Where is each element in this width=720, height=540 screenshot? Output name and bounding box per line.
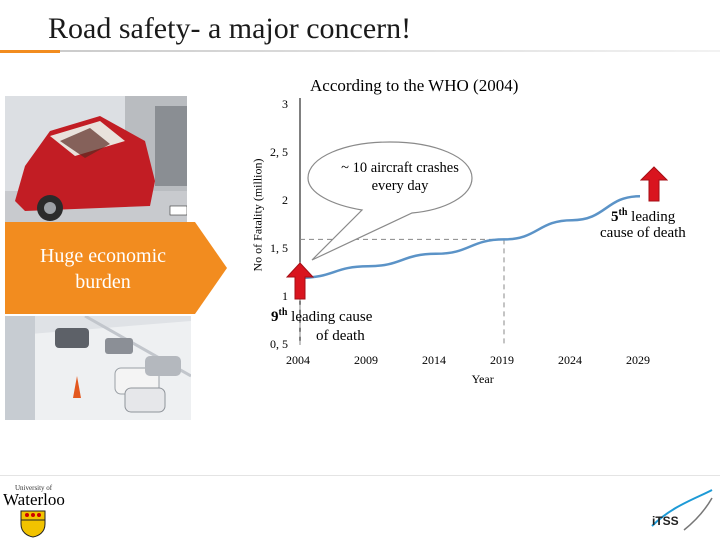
chart-subtitle: According to the WHO (2004) bbox=[310, 76, 519, 95]
x-tick-label: 2009 bbox=[354, 353, 378, 367]
x-tick-label: 2019 bbox=[490, 353, 514, 367]
speech-bubble bbox=[307, 141, 473, 261]
footer-divider bbox=[0, 475, 720, 476]
x-tick-label: 2029 bbox=[626, 353, 650, 367]
annotation-end-rest: leading bbox=[627, 209, 676, 225]
crash-photo-car bbox=[5, 96, 187, 226]
callout-text: Huge economic burden bbox=[39, 245, 167, 293]
slide-title: Road safety- a major concern! bbox=[48, 12, 412, 45]
y-axis-label: No of Fatality (million) bbox=[250, 158, 265, 272]
y-tick-label: 1 bbox=[282, 289, 288, 303]
crash-photo-snow-highway bbox=[5, 316, 191, 420]
annotation-ninth-cause: 9th leading cause of death bbox=[271, 303, 372, 346]
y-tick-label: 0, 5 bbox=[270, 337, 288, 351]
y-tick-label: 3 bbox=[282, 97, 288, 111]
university-crest-icon bbox=[20, 510, 46, 538]
title-accent-bar bbox=[0, 50, 60, 53]
itss-logo-text: iTSS bbox=[652, 514, 679, 528]
y-tick-label: 2, 5 bbox=[270, 145, 288, 159]
x-tick-label: 2014 bbox=[422, 353, 446, 367]
arrow-up-end-icon bbox=[640, 166, 668, 202]
annotation-start-number: 9 bbox=[271, 309, 279, 325]
bubble-text: ~ 10 aircraft crashes every day bbox=[341, 160, 459, 194]
university-name: Waterloo bbox=[3, 490, 65, 509]
economic-burden-callout bbox=[5, 222, 227, 314]
arrow-up-start-icon bbox=[286, 262, 314, 300]
annotation-end-sup: th bbox=[618, 207, 628, 218]
annotation-end-number: 5 bbox=[611, 209, 619, 225]
y-tick-label: 2 bbox=[282, 193, 288, 207]
annotation-start-line2: of death bbox=[316, 328, 365, 344]
annotation-start-sup: th bbox=[278, 307, 288, 318]
x-tick-label: 2004 bbox=[286, 353, 310, 367]
x-tick-label: 2024 bbox=[558, 353, 582, 367]
title-divider bbox=[0, 50, 720, 52]
itss-logo-icon bbox=[651, 489, 713, 531]
annotation-end-line2: cause of death bbox=[600, 225, 686, 241]
x-axis-label: Year bbox=[471, 372, 494, 386]
annotation-fifth-cause: 5th leading bbox=[611, 203, 675, 227]
annotation-start-rest: leading cause bbox=[287, 309, 373, 325]
university-label: University of bbox=[15, 484, 53, 492]
y-tick-label: 1, 5 bbox=[270, 241, 288, 255]
